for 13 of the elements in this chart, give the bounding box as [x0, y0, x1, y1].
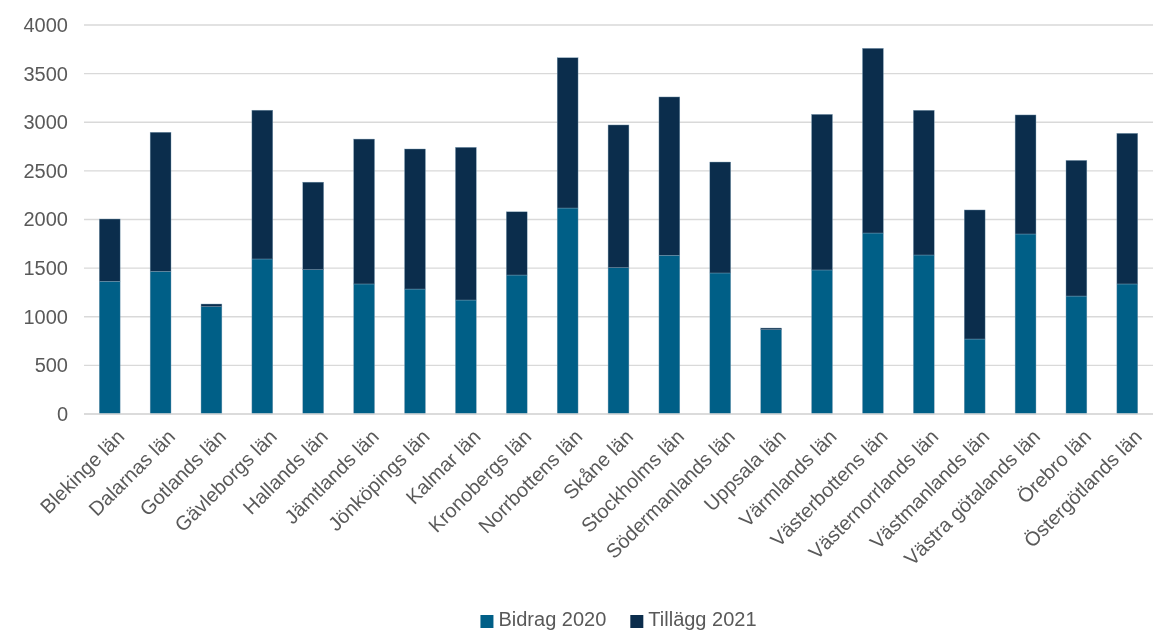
y-tick-label: 3000 [23, 111, 68, 134]
y-tick-label: 1500 [23, 257, 68, 280]
bar [200, 306, 223, 415]
y-tick-label: 2000 [23, 208, 68, 231]
y-tick-label: 3500 [23, 62, 68, 85]
legend-label: Tillägg 2021 [648, 608, 757, 630]
bar [760, 329, 782, 415]
y-tick-label: 2500 [23, 159, 68, 182]
y-tick-label: 500 [34, 354, 68, 377]
y-tick-label: 0 [56, 402, 68, 425]
y-tick-label: 4000 [23, 13, 68, 36]
legend-label: Bidrag 2020 [498, 608, 607, 630]
y-tick-label: 1000 [23, 305, 68, 328]
